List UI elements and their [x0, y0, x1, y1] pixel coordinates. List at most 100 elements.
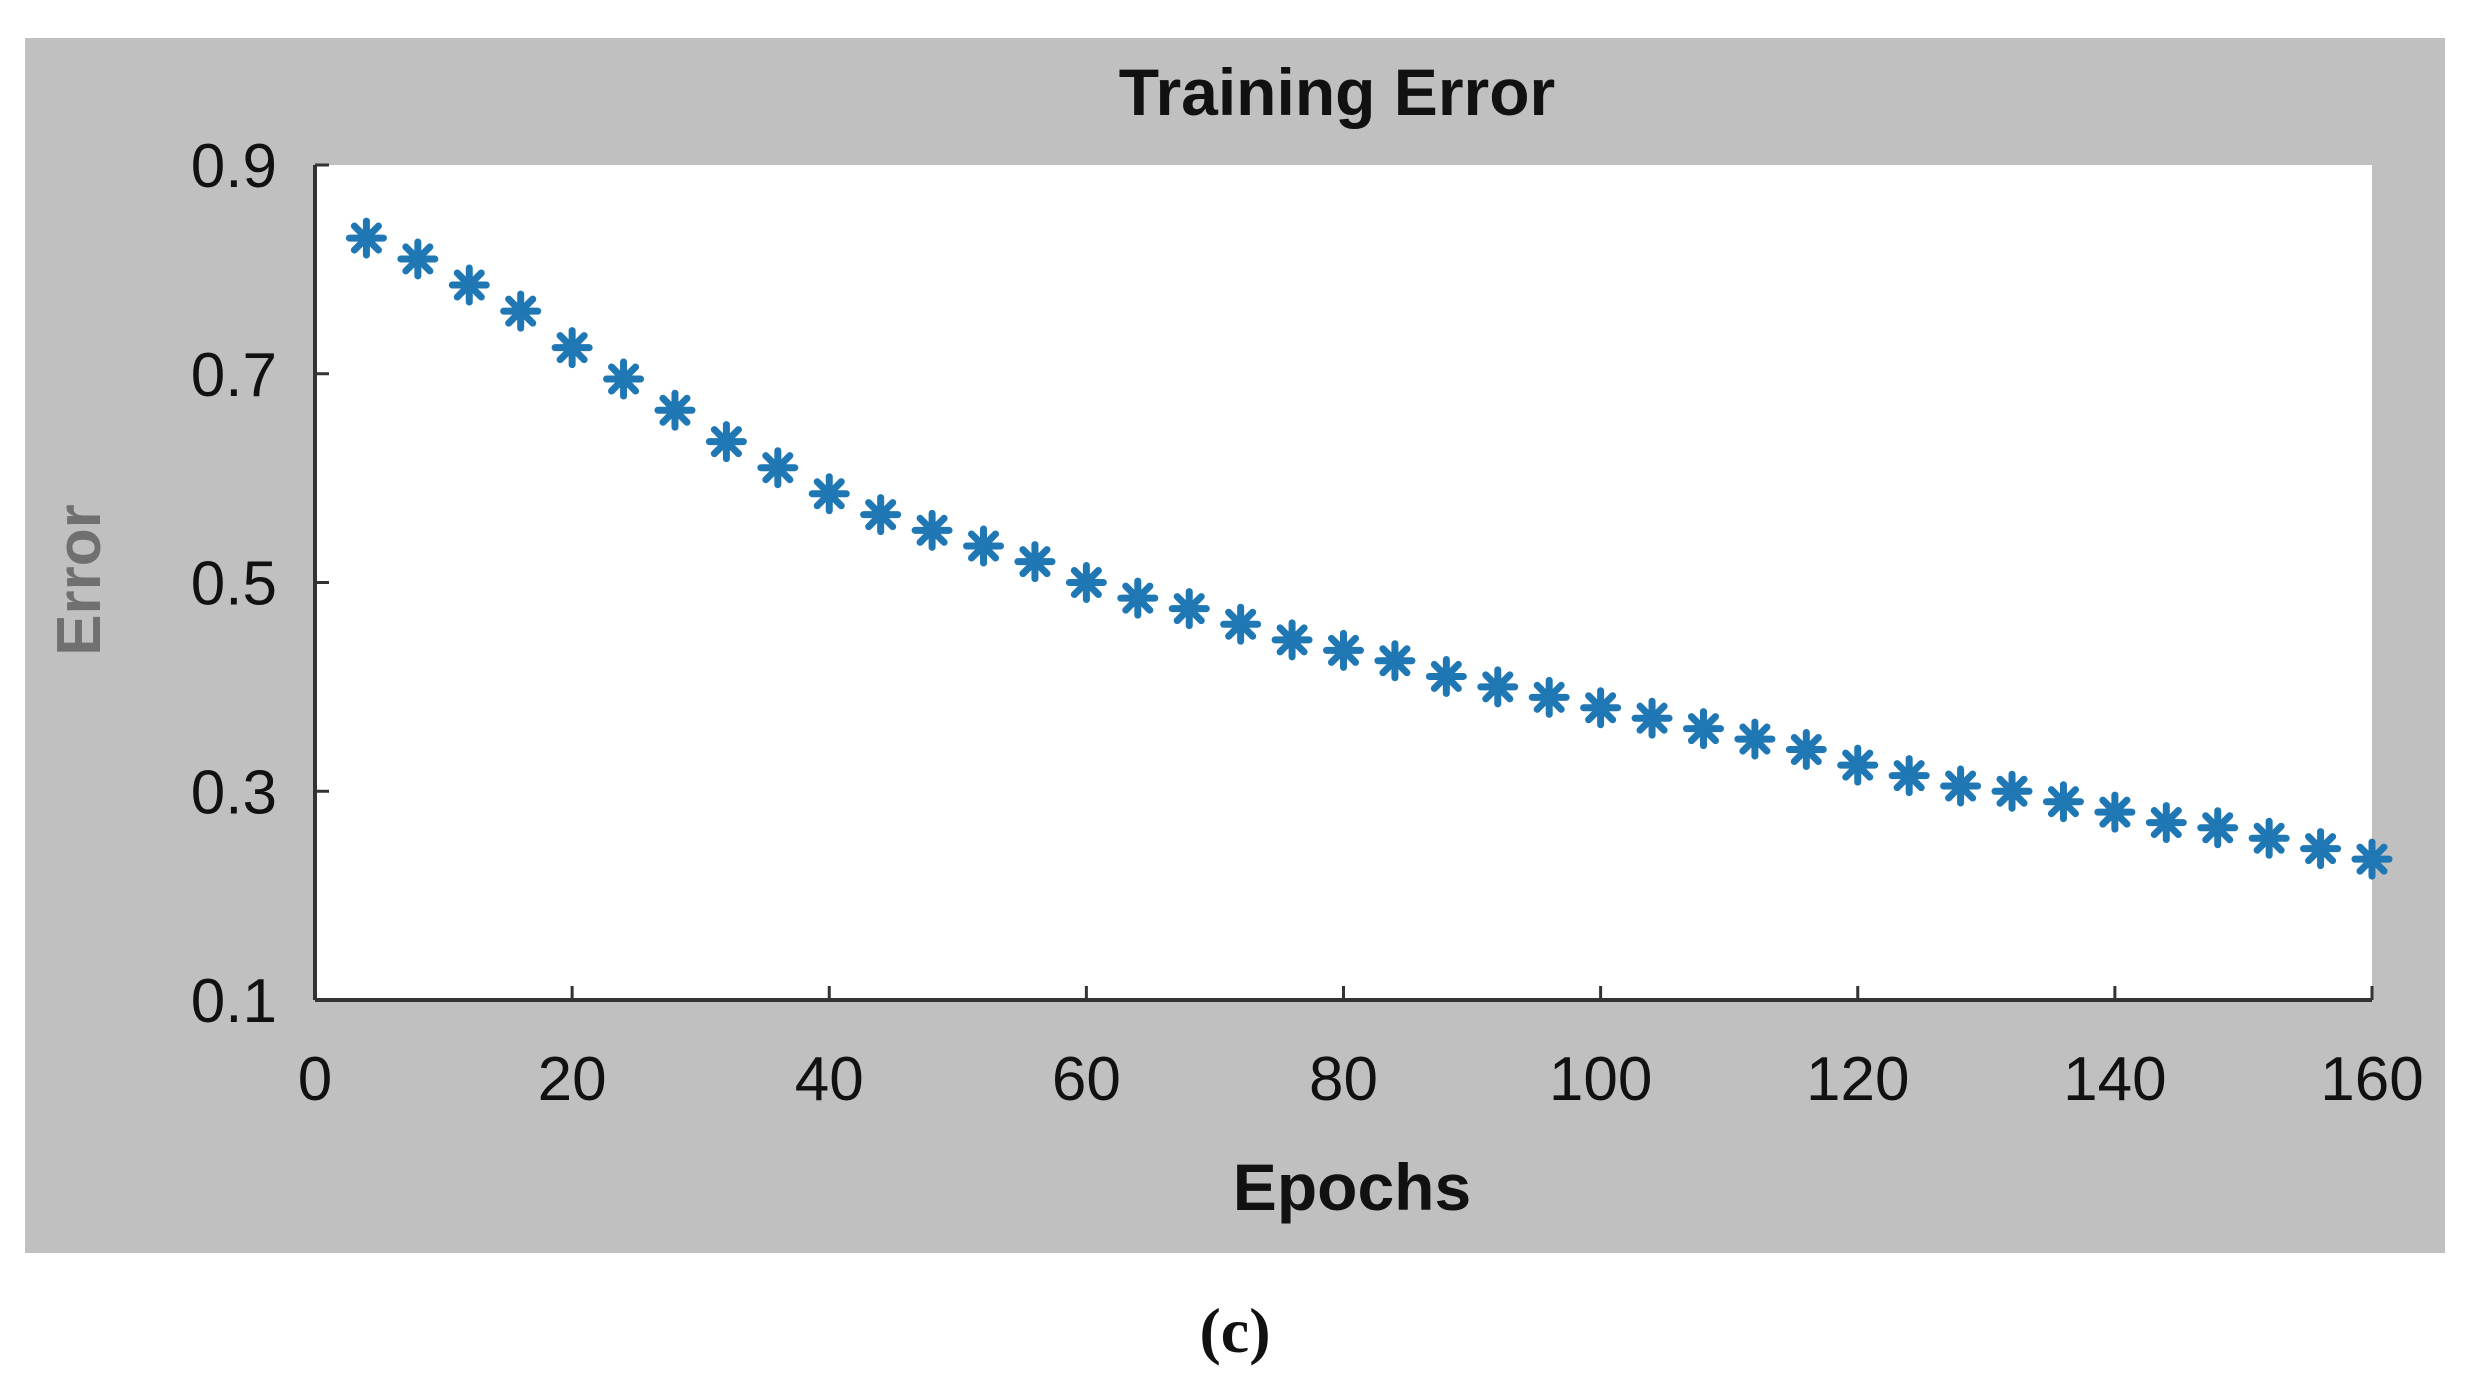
- y-axis-label: Error: [45, 504, 114, 656]
- ticks-layer: 0 20 40 60 80 100 120 140 160 0.1 0.3 0.5 0.7 0.9: [191, 132, 2424, 1114]
- data-point: [2300, 828, 2342, 870]
- x-tick-label: 0: [298, 1045, 332, 1114]
- data-point: [2197, 807, 2239, 849]
- y-tick-label: 0.5: [191, 550, 277, 619]
- data-point: [1940, 765, 1982, 807]
- data-point: [757, 447, 799, 489]
- data-point-stroke: [1430, 660, 1462, 692]
- data-point-stroke: [1379, 645, 1411, 677]
- data-point: [1888, 755, 1930, 797]
- data-point-stroke: [2047, 786, 2079, 818]
- data-point-stroke: [1070, 566, 1102, 599]
- data-point-stroke: [1893, 760, 1925, 792]
- data-point: [603, 358, 645, 400]
- figure-caption: (c): [1199, 1295, 1270, 1366]
- data-point-stroke: [916, 514, 948, 546]
- axes-background: [315, 165, 2372, 1000]
- data-point-stroke: [968, 530, 1000, 562]
- data-point: [1425, 655, 1467, 697]
- x-tick-label: 100: [1549, 1045, 1652, 1114]
- data-point-stroke: [556, 332, 588, 364]
- data-point-stroke: [453, 269, 485, 301]
- data-point: [2042, 781, 2084, 823]
- data-point: [1014, 541, 1056, 583]
- data-point-stroke: [608, 363, 640, 395]
- x-tick-label: 120: [1806, 1045, 1909, 1114]
- data-point: [1220, 603, 1262, 645]
- data-point: [1682, 708, 1724, 750]
- y-tick-label: 0.9: [191, 132, 277, 201]
- data-point: [2145, 802, 2187, 844]
- data-point-stroke: [1173, 593, 1205, 625]
- data-point: [1117, 577, 1159, 619]
- data-point: [448, 264, 490, 306]
- data-point-stroke: [1019, 546, 1051, 578]
- x-tick-label: 80: [1309, 1045, 1378, 1114]
- data-point-stroke: [350, 222, 382, 254]
- data-point: [1991, 770, 2033, 812]
- data-point-stroke: [1945, 770, 1977, 802]
- data-point: [1528, 676, 1570, 718]
- data-point-stroke: [1585, 692, 1617, 724]
- x-axis-label: Epochs: [1233, 1150, 1471, 1224]
- data-point: [1374, 640, 1416, 682]
- data-point: [808, 473, 850, 515]
- data-point: [2248, 817, 2290, 859]
- data-point-stroke: [402, 243, 434, 275]
- data-point-stroke: [1327, 634, 1360, 666]
- data-point-stroke: [1225, 608, 1257, 640]
- data-point: [2094, 791, 2136, 833]
- data-point-stroke: [2099, 796, 2131, 828]
- data-points: [345, 217, 2393, 880]
- x-tick-label: 40: [795, 1045, 864, 1114]
- data-point: [1580, 687, 1622, 729]
- data-point-stroke: [659, 394, 691, 426]
- data-point-stroke: [1636, 702, 1668, 734]
- data-point-stroke: [1533, 681, 1565, 713]
- y-tick-label: 0.3: [191, 758, 277, 827]
- data-point: [345, 217, 387, 259]
- data-point: [397, 238, 439, 280]
- data-point: [1734, 718, 1776, 760]
- data-point: [500, 290, 542, 332]
- data-point: [1477, 666, 1519, 708]
- data-point: [705, 421, 747, 463]
- data-point: [2351, 838, 2393, 880]
- data-point: [654, 389, 696, 431]
- data-point: [860, 494, 902, 536]
- data-point-stroke: [2150, 807, 2182, 839]
- data-point-stroke: [710, 426, 742, 458]
- data-point: [911, 509, 953, 551]
- data-point: [1065, 562, 1107, 603]
- data-point: [1323, 629, 1364, 671]
- data-point-stroke: [1790, 733, 1822, 766]
- data-point-stroke: [1482, 671, 1514, 703]
- data-point-stroke: [1687, 713, 1719, 745]
- data-point-stroke: [505, 295, 537, 327]
- data-point-stroke: [1122, 582, 1154, 614]
- data-point-stroke: [2356, 843, 2388, 875]
- data-point: [1168, 588, 1210, 630]
- data-point-stroke: [2202, 812, 2234, 844]
- data-point: [1785, 729, 1827, 770]
- chart-title: Training Error: [1119, 55, 1555, 129]
- data-point: [1271, 619, 1313, 661]
- y-tick-label: 0.7: [191, 341, 277, 410]
- data-point: [1631, 697, 1673, 739]
- data-point-stroke: [865, 499, 897, 531]
- data-point-stroke: [1276, 624, 1308, 656]
- data-point-stroke: [813, 478, 845, 510]
- x-tick-label: 160: [2320, 1045, 2423, 1114]
- data-point-stroke: [1842, 749, 1874, 781]
- x-tick-label: 20: [538, 1045, 607, 1114]
- data-point-stroke: [1996, 775, 2028, 807]
- data-point-stroke: [1739, 723, 1771, 755]
- x-tick-label: 60: [1052, 1045, 1121, 1114]
- data-point: [1837, 744, 1879, 786]
- data-point-stroke: [2253, 822, 2285, 854]
- x-tick-label: 140: [2063, 1045, 2166, 1114]
- data-point: [551, 327, 593, 369]
- data-point-stroke: [2305, 833, 2337, 865]
- data-point: [963, 525, 1005, 567]
